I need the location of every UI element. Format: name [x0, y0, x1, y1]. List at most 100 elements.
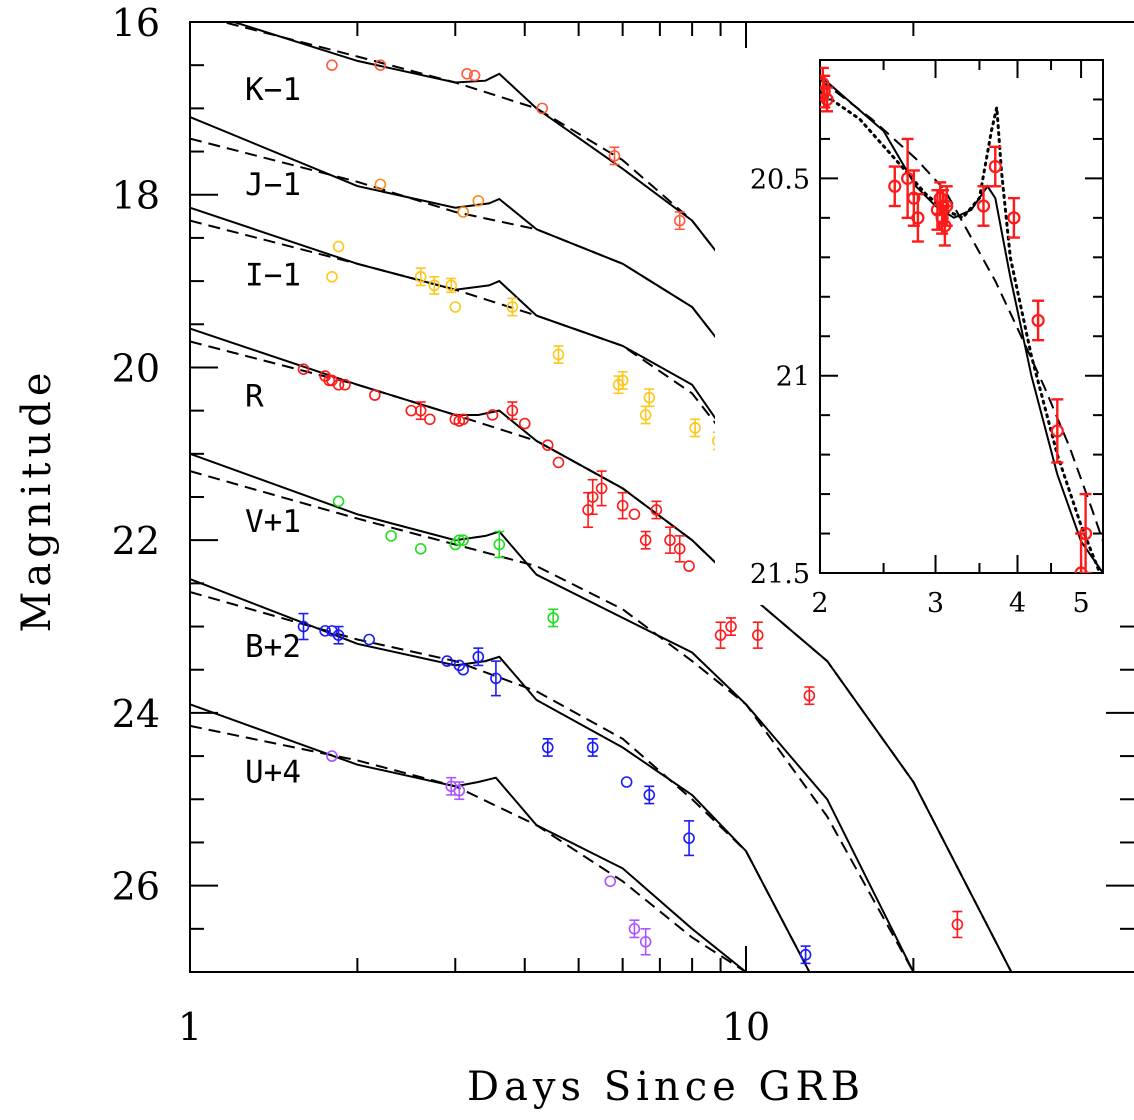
- model-solid-line: [233, 22, 747, 291]
- data-point: [461, 68, 473, 80]
- data-point: [453, 534, 466, 546]
- data-point: [518, 417, 531, 430]
- data-point: [369, 389, 381, 401]
- data-point: [506, 301, 519, 313]
- inset-y-tick-label: 20.5: [750, 164, 810, 195]
- data-point: [319, 625, 331, 637]
- inset-data-point: [988, 159, 1002, 174]
- data-point: [664, 534, 676, 546]
- data-point: [374, 59, 387, 71]
- series-label: V+1: [245, 504, 301, 540]
- data-point: [586, 491, 599, 503]
- data-point: [536, 102, 549, 115]
- data-point: [616, 499, 629, 512]
- data-point: [457, 413, 469, 426]
- data-point: [449, 301, 462, 313]
- inset-model-dashed-line: [820, 78, 1103, 542]
- data-point: [951, 918, 964, 931]
- inset-data-point: [1031, 313, 1045, 328]
- data-point: [472, 650, 485, 663]
- model-solid-line: [190, 116, 747, 377]
- data-point: [714, 629, 727, 641]
- inset-data-point: [888, 179, 902, 193]
- data-point: [683, 832, 695, 844]
- data-point: [604, 875, 617, 888]
- inset-plot-area: 2 3 4 5 20.5 21 21.5: [715, 59, 1134, 619]
- inset-data-point: [1074, 566, 1088, 573]
- data-point: [457, 206, 469, 218]
- data-point: [326, 750, 338, 762]
- inset-x-tick-label: 5: [1072, 588, 1089, 619]
- model-solid-line: [190, 206, 747, 464]
- data-point: [620, 776, 633, 788]
- data-point: [332, 629, 345, 641]
- inset-data-point: [1078, 526, 1093, 541]
- y-tick-label: 16: [112, 1, 160, 45]
- data-point: [547, 612, 559, 624]
- model-solid-line: [190, 452, 915, 972]
- series-label: J−1: [245, 167, 301, 203]
- data-point: [472, 194, 485, 207]
- data-point: [332, 495, 345, 508]
- data-point: [643, 391, 656, 404]
- band-labels: K−1 J−1 I−1 R V+1 B+2 U+4: [245, 72, 301, 790]
- data-point: [552, 348, 565, 361]
- inset-data-point: [820, 77, 830, 91]
- inset-data-point: [907, 191, 921, 205]
- data-point: [673, 543, 686, 555]
- data-point: [486, 409, 499, 421]
- data-point: [689, 422, 701, 434]
- inset-data-point: [911, 211, 925, 225]
- data-point: [457, 663, 469, 676]
- data-point: [339, 378, 351, 391]
- data-point: [326, 59, 338, 71]
- inset-series-layer: [820, 66, 1103, 573]
- data-point: [332, 240, 345, 253]
- series-label: I−1: [245, 258, 301, 294]
- data-point: [541, 741, 554, 754]
- inset-data-point: [820, 92, 834, 107]
- inset-x-tick-label: 4: [1009, 588, 1026, 619]
- model-solid-line: [190, 327, 1013, 972]
- series-label: B+2: [245, 629, 301, 665]
- data-point: [803, 689, 816, 702]
- inset-background: [715, 60, 1134, 605]
- data-point: [673, 214, 686, 227]
- data-point: [595, 482, 608, 495]
- series-layer: [190, 22, 1013, 972]
- series-label: U+4: [245, 754, 301, 790]
- inset-data-point: [820, 84, 831, 99]
- model-solid-line: [190, 703, 747, 972]
- data-point: [725, 620, 737, 633]
- data-point: [414, 404, 427, 417]
- data-point: [424, 413, 436, 426]
- x-axis-title: Days Since GRB: [467, 1064, 865, 1110]
- inset-model-dotted-line: [820, 90, 1102, 573]
- data-point: [608, 150, 621, 162]
- model-dashed-line: [190, 470, 915, 972]
- inset-x-tick-label: 3: [927, 588, 944, 619]
- y-tick-label: 24: [112, 692, 160, 736]
- inset-x-tick-label: 2: [811, 588, 828, 619]
- data-point: [639, 409, 652, 421]
- inset-y-tick-label: 21.5: [750, 559, 810, 590]
- inset-frame: [819, 59, 1104, 574]
- data-point: [643, 789, 656, 801]
- inset-data-point: [1050, 424, 1064, 438]
- y-axis-title: Magnitude: [14, 367, 60, 632]
- data-point: [445, 279, 458, 292]
- data-point: [799, 948, 812, 961]
- data-point: [541, 439, 554, 451]
- data-point: [490, 672, 502, 685]
- data-point: [457, 534, 469, 546]
- data-point: [468, 69, 481, 82]
- data-point: [405, 404, 418, 417]
- data-point: [683, 560, 695, 572]
- series-label: R: [245, 379, 264, 415]
- data-point: [374, 178, 387, 191]
- data-point: [414, 270, 427, 283]
- y-tick-label: 18: [112, 174, 160, 218]
- y-tick-label: 22: [112, 519, 160, 563]
